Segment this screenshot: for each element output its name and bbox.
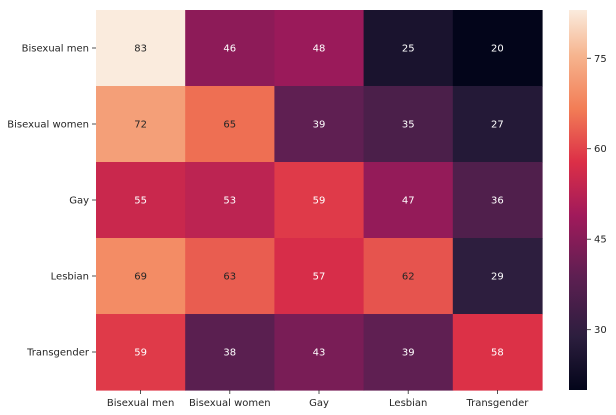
y-tick-label: Lesbian xyxy=(51,272,89,283)
cell-value-label: 46 xyxy=(223,44,236,55)
heatmap-cell xyxy=(363,238,454,315)
cell-value-label: 20 xyxy=(491,44,504,55)
heatmap-cell xyxy=(185,86,275,163)
cell-value-label: 57 xyxy=(313,272,326,283)
heatmap-cell xyxy=(363,10,454,87)
column-labels: Bisexual men Bisexual women Gay Lesbian Tran… xyxy=(107,390,529,409)
heatmap-cell xyxy=(274,314,365,391)
y-tick-label: Transgender xyxy=(26,348,90,359)
cell-value-label: 25 xyxy=(402,44,415,55)
heatmap-cell xyxy=(363,314,454,391)
heatmap-cell xyxy=(452,10,543,87)
cell-value-label: 69 xyxy=(134,272,147,283)
cell-value-label: 36 xyxy=(491,196,504,207)
cell-value-label: 47 xyxy=(402,196,415,207)
cell-value-label: 39 xyxy=(402,348,415,359)
colorbar xyxy=(569,10,587,390)
heatmap-cell xyxy=(185,238,275,315)
cell-value-label: 63 xyxy=(223,272,236,283)
heatmap-cell xyxy=(96,238,186,315)
colorbar-tick-label: 75 xyxy=(594,54,607,65)
cell-value-label: 62 xyxy=(402,272,415,283)
cell-value-label: 43 xyxy=(313,348,326,359)
x-tick-label: Transgender xyxy=(465,398,529,409)
heatmap-cells: 83 46 48 25 20 72 65 39 35 27 55 53 59 47 36 69 63 57 62 29… xyxy=(96,10,543,391)
heatmap-cell xyxy=(185,314,275,391)
cell-value-label: 65 xyxy=(223,120,236,131)
y-tick-label: Bisexual women xyxy=(7,120,89,131)
cell-value-label: 29 xyxy=(491,272,504,283)
heatmap-cell xyxy=(274,10,365,87)
row-labels: Bisexual men Bisexual women Gay Lesbian Tran… xyxy=(7,44,96,359)
colorbar-tick-label: 60 xyxy=(594,144,607,155)
heatmap-cell xyxy=(363,86,454,163)
heatmap-cell xyxy=(363,162,454,239)
cell-value-label: 72 xyxy=(134,120,147,131)
heatmap-cell xyxy=(96,162,186,239)
heatmap-cell xyxy=(452,86,543,163)
heatmap-cell xyxy=(185,10,275,87)
heatmap-cell xyxy=(274,86,365,163)
colorbar-tick-label: 30 xyxy=(594,325,607,336)
colorbar-ticks: 30 45 60 75 xyxy=(587,54,607,336)
cell-value-label: 27 xyxy=(491,120,504,131)
y-tick-label: Gay xyxy=(69,196,89,207)
heatmap-cell xyxy=(96,314,186,391)
x-tick-label: Bisexual women xyxy=(189,398,271,409)
x-tick-label: Bisexual men xyxy=(107,398,174,409)
heatmap-cell xyxy=(274,238,365,315)
x-tick-label: Gay xyxy=(309,398,329,409)
heatmap-cell xyxy=(185,162,275,239)
cell-value-label: 48 xyxy=(313,44,326,55)
heatmap-cell xyxy=(452,238,543,315)
cell-value-label: 53 xyxy=(223,196,236,207)
cell-value-label: 83 xyxy=(134,44,147,55)
heatmap-cell xyxy=(274,162,365,239)
heatmap-cell xyxy=(96,10,186,87)
cell-value-label: 55 xyxy=(134,196,147,207)
y-tick-label: Bisexual men xyxy=(22,44,89,55)
cell-value-label: 59 xyxy=(134,348,147,359)
heatmap-cell xyxy=(452,314,543,391)
heatmap-cell xyxy=(96,86,186,163)
x-tick-label: Lesbian xyxy=(389,398,427,409)
cell-value-label: 39 xyxy=(313,120,326,131)
heatmap-cell xyxy=(452,162,543,239)
cell-value-label: 59 xyxy=(313,196,326,207)
cell-value-label: 58 xyxy=(491,348,504,359)
cell-value-label: 38 xyxy=(223,348,236,359)
cell-value-label: 35 xyxy=(402,120,415,131)
colorbar-tick-label: 45 xyxy=(594,235,607,246)
